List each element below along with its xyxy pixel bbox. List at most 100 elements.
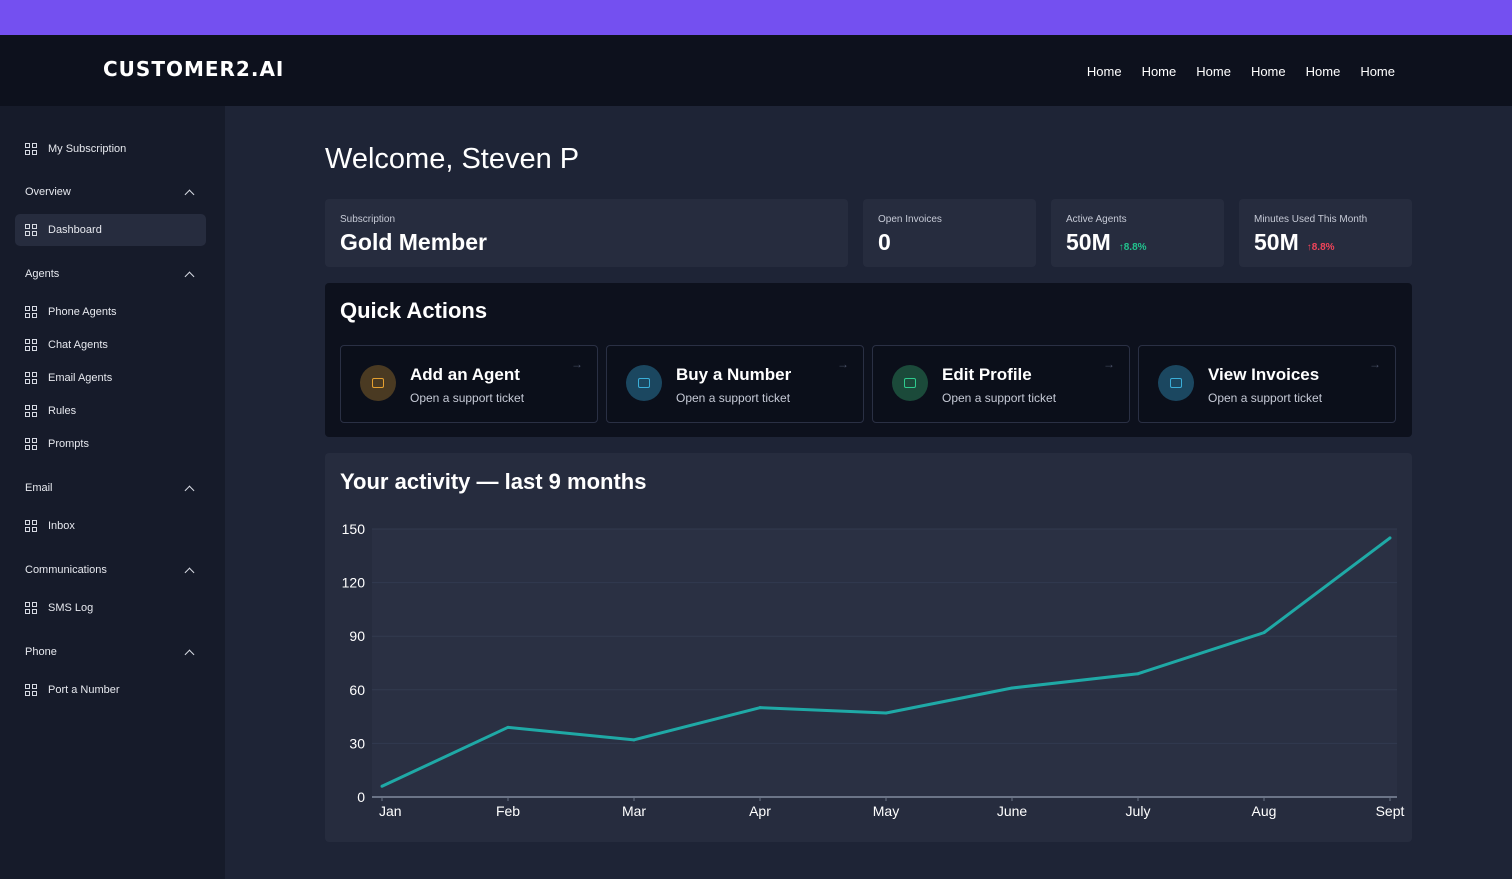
quick-actions-title: Quick Actions [340, 298, 488, 323]
grid-icon [25, 519, 38, 533]
y-tick-label: 30 [349, 735, 365, 751]
quick-action-subtitle: Open a support ticket [410, 391, 525, 405]
sidebar-section-agents[interactable]: Agents [25, 268, 195, 281]
stat-card-subscription: Subscription Gold Member [325, 199, 848, 267]
logo[interactable]: CUSTOMER2.AI [103, 57, 285, 81]
grid-icon [25, 142, 38, 156]
sidebar-section-title: Email [25, 482, 53, 494]
stat-card-active-agents: Active Agents 50M ↑8.8% [1051, 199, 1224, 267]
quick-action-title: View Invoices [1208, 365, 1320, 384]
stat-value: Gold Member [340, 229, 487, 255]
data-point [506, 725, 510, 729]
data-point [632, 738, 636, 742]
chevron-up-icon [184, 485, 195, 495]
grid-icon [25, 437, 38, 451]
quick-action-subtitle: Open a support ticket [676, 391, 791, 405]
arrow-right-icon: → [571, 357, 583, 371]
x-tick-label: Mar [622, 803, 646, 819]
sidebar-item-prompts[interactable]: Prompts [15, 428, 206, 460]
nav-link-home[interactable]: Home [1305, 64, 1341, 79]
sidebar-item-chat-agents[interactable]: Chat Agents [15, 329, 206, 361]
sidebar-item-label: Rules [48, 405, 77, 417]
stat-value-wrap: Gold Member [340, 229, 833, 256]
sidebar-item-port-a-number[interactable]: Port a Number [15, 674, 206, 706]
stat-card-open-invoices: Open Invoices 0 [863, 199, 1036, 267]
grid-icon [25, 404, 38, 418]
sidebar-item-phone-agents[interactable]: Phone Agents [15, 296, 206, 328]
top-nav: Home Home Home Home Home Home [1087, 64, 1395, 79]
sidebar-section-title: Overview [25, 186, 71, 198]
sidebar-item-label: Email Agents [48, 372, 113, 384]
stat-value: 50M [1066, 229, 1111, 255]
support-ticket-icon [1158, 365, 1194, 401]
y-tick-label: 150 [342, 521, 366, 537]
chevron-up-icon [184, 567, 195, 577]
top-accent-bar [0, 0, 1512, 35]
quick-action-edit-profile[interactable]: Edit Profile Open a support ticket → [872, 345, 1130, 423]
sidebar-item-dashboard[interactable]: Dashboard [15, 214, 206, 246]
chevron-up-icon [184, 189, 195, 199]
nav-link-home[interactable]: Home [1196, 64, 1231, 79]
quick-actions-panel: Quick Actions Add an Agent Open a suppor… [325, 283, 1412, 437]
x-tick-label: May [873, 803, 899, 819]
stat-value-wrap: 50M ↑8.8% [1254, 229, 1397, 256]
x-tick-label: Feb [496, 803, 520, 819]
nav-link-home[interactable]: Home [1360, 64, 1395, 79]
sidebar-item-my-subscription[interactable]: My Subscription [15, 133, 206, 165]
support-ticket-icon [892, 365, 928, 401]
nav-link-home[interactable]: Home [1250, 64, 1286, 79]
app-header: CUSTOMER2.AI Home Home Home Home Home Ho… [0, 35, 1512, 106]
chart-plot-area [372, 529, 1397, 797]
quick-action-view-invoices[interactable]: View Invoices Open a support ticket → [1138, 345, 1396, 423]
quick-action-buy-number[interactable]: Buy a Number Open a support ticket → [606, 345, 864, 423]
sidebar-item-sms-log[interactable]: SMS Log [15, 592, 206, 624]
grid-icon [25, 223, 38, 237]
sidebar-item-inbox[interactable]: Inbox [15, 510, 206, 542]
stat-card-minutes-used: Minutes Used This Month 50M ↑8.8% [1239, 199, 1412, 267]
stat-label: Open Invoices [878, 214, 942, 225]
nav-link-home[interactable]: Home [1141, 64, 1177, 79]
sidebar-item-label: Prompts [48, 438, 89, 450]
y-tick-label: 90 [349, 628, 365, 644]
sidebar-item-label: Port a Number [48, 684, 120, 696]
data-point [884, 711, 888, 715]
chevron-up-icon [184, 271, 195, 281]
stat-delta-up: ↑8.8% [1306, 242, 1335, 253]
grid-icon [25, 371, 38, 385]
stat-label: Subscription [340, 214, 396, 225]
sidebar-section-overview[interactable]: Overview [25, 186, 195, 199]
page-title: Welcome, Steven P [325, 143, 580, 175]
grid-icon [25, 338, 38, 352]
x-tick-label: July [1126, 803, 1151, 819]
sidebar-item-label: SMS Log [48, 602, 94, 614]
x-tick-label: June [997, 803, 1028, 819]
sidebar-section-title: Agents [25, 268, 60, 280]
sidebar-section-communications[interactable]: Communications [25, 564, 195, 577]
sidebar-section-title: Communications [25, 564, 107, 576]
quick-action-add-agent[interactable]: Add an Agent Open a support ticket → [340, 345, 598, 423]
activity-line-chart: 0 30 60 90 120 150 Jan Feb Mar Apr May June July Aug S… [342, 521, 1405, 819]
sidebar-section-phone[interactable]: Phone [25, 646, 195, 659]
data-point [758, 706, 762, 710]
sidebar-item-label: My Subscription [48, 143, 127, 155]
sidebar-item-label: Chat Agents [48, 339, 108, 351]
stat-value-wrap: 50M ↑8.8% [1066, 229, 1209, 256]
y-tick-label: 0 [357, 789, 365, 805]
sidebar-item-email-agents[interactable]: Email Agents [15, 362, 206, 394]
quick-action-title: Add an Agent [410, 365, 520, 384]
sidebar-item-rules[interactable]: Rules [15, 395, 206, 427]
quick-action-subtitle: Open a support ticket [1208, 391, 1323, 405]
arrow-right-icon: → [837, 357, 849, 371]
activity-panel: Your activity — last 9 months 0 30 60 90 120… [325, 453, 1412, 842]
x-tick-label: Sept [1376, 803, 1405, 819]
sidebar-item-label: Inbox [48, 520, 75, 532]
data-point [1136, 672, 1140, 676]
stat-value-wrap: 0 [878, 229, 1021, 256]
y-tick-label: 120 [342, 575, 366, 591]
sidebar: My Subscription Overview Dashboard Agent… [0, 106, 225, 879]
y-tick-label: 60 [349, 682, 365, 698]
sidebar-section-email[interactable]: Email [25, 482, 195, 495]
nav-link-home[interactable]: Home [1086, 64, 1122, 79]
chart-title: Your activity — last 9 months [340, 469, 647, 494]
support-ticket-icon [626, 365, 662, 401]
